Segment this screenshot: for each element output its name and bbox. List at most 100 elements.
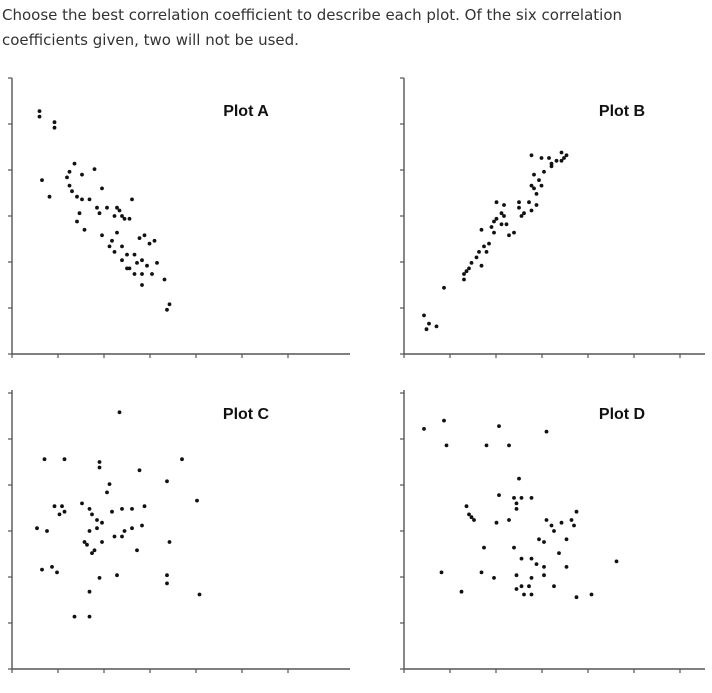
plot-a-point xyxy=(117,208,122,213)
plot-b-point xyxy=(507,233,511,238)
plot-c-point xyxy=(95,526,99,531)
plot-b-point xyxy=(542,169,546,174)
plot-b-point xyxy=(484,250,489,254)
plot-d-point xyxy=(529,592,534,597)
question-text: Choose the best correlation coefficient … xyxy=(2,6,623,49)
plot-a-point xyxy=(72,161,77,166)
plot-a-point xyxy=(80,197,84,202)
plot-d-title: Plot D xyxy=(599,406,645,423)
plot-c-panel: Plot C xyxy=(8,390,350,673)
plot-b-point xyxy=(549,161,554,166)
plot-c-point xyxy=(92,548,97,553)
plot-b-point xyxy=(499,222,504,227)
plot-b-point xyxy=(527,200,531,205)
plot-a-point xyxy=(145,263,149,268)
plot-c-point xyxy=(90,512,94,517)
plot-c-point xyxy=(42,457,47,462)
plot-b-point xyxy=(502,203,506,207)
plot-d-point xyxy=(472,518,476,522)
plot-b-point xyxy=(534,192,539,196)
plot-a-point xyxy=(37,109,42,113)
plot-a-point xyxy=(75,219,79,224)
plot-c-point xyxy=(142,504,147,509)
plot-c-point xyxy=(135,548,139,553)
plot-b-point xyxy=(502,214,506,218)
plot-d-point xyxy=(572,523,576,528)
plot-a-point xyxy=(115,205,119,210)
plot-c-point xyxy=(117,410,122,415)
plot-c-point xyxy=(50,565,54,569)
plot-c-point xyxy=(107,482,112,486)
plot-c-point xyxy=(87,529,92,533)
plot-a-point xyxy=(82,227,87,232)
plot-b-point xyxy=(489,225,494,229)
plot-b-point xyxy=(529,183,534,188)
plot-a-point xyxy=(140,258,144,263)
plot-a-point xyxy=(152,238,157,243)
plot-d-point xyxy=(529,556,534,561)
plot-c-point xyxy=(60,504,64,509)
plot-b-point xyxy=(529,208,534,213)
plot-a-point xyxy=(167,302,172,307)
plot-a-point xyxy=(142,233,147,238)
plot-a-point xyxy=(95,205,99,210)
plot-d-point xyxy=(514,573,519,578)
plot-b-point xyxy=(522,211,526,216)
plot-a-point xyxy=(52,120,57,125)
plot-d-point xyxy=(519,556,524,561)
plot-b-point xyxy=(559,158,564,163)
plot-b-point xyxy=(529,153,534,158)
plot-c-point xyxy=(137,468,142,473)
plot-c-point xyxy=(87,614,92,619)
plot-a-point xyxy=(92,167,97,172)
plot-a-point xyxy=(87,197,92,202)
plot-b-point xyxy=(519,214,524,218)
plot-d-point xyxy=(574,595,579,600)
plot-a-point xyxy=(120,244,124,249)
plot-d-point xyxy=(574,509,579,514)
plot-a-point xyxy=(140,283,144,287)
plot-c-point xyxy=(100,520,104,525)
plot-c-point xyxy=(180,457,184,462)
plot-a-point xyxy=(112,250,117,254)
plot-c-point xyxy=(130,507,134,511)
plot-a-point xyxy=(150,272,154,276)
plot-b-point xyxy=(539,156,544,160)
plot-b-point xyxy=(537,178,541,183)
plot-c-point xyxy=(90,551,94,555)
plot-b-point xyxy=(479,227,484,232)
plot-c-title: Plot C xyxy=(223,406,270,423)
plot-c-point xyxy=(130,526,134,531)
plot-b-point xyxy=(477,250,481,254)
plot-b-point xyxy=(562,156,566,160)
plot-d-point xyxy=(512,545,516,550)
plot-a-point xyxy=(155,261,159,265)
plot-c-point xyxy=(87,507,92,511)
plot-b-point xyxy=(517,205,521,210)
plot-a-point xyxy=(67,169,72,174)
plot-b-point xyxy=(517,200,521,205)
plot-b-point xyxy=(564,153,569,158)
plot-c-point xyxy=(45,529,49,533)
plot-c-point xyxy=(120,507,124,511)
plot-d-point xyxy=(544,518,549,522)
plot-d-point xyxy=(512,496,516,500)
plot-d-point xyxy=(482,545,486,550)
plot-c-point xyxy=(62,509,67,514)
plot-c-point xyxy=(72,614,77,619)
plot-c-point xyxy=(122,529,127,533)
plot-a-point xyxy=(37,114,42,119)
plot-b-point xyxy=(487,241,491,246)
plot-b-point xyxy=(469,261,474,265)
plot-b-point xyxy=(492,219,496,224)
plot-d-point xyxy=(519,584,524,589)
plot-a-point xyxy=(162,277,167,282)
plot-d-point xyxy=(469,515,474,520)
plot-d-point xyxy=(422,427,426,431)
plot-d-point xyxy=(442,418,446,423)
plot-d-point xyxy=(559,520,564,525)
plot-c-point xyxy=(115,573,119,578)
plot-d-point xyxy=(529,496,534,500)
plot-b-point xyxy=(549,164,554,169)
